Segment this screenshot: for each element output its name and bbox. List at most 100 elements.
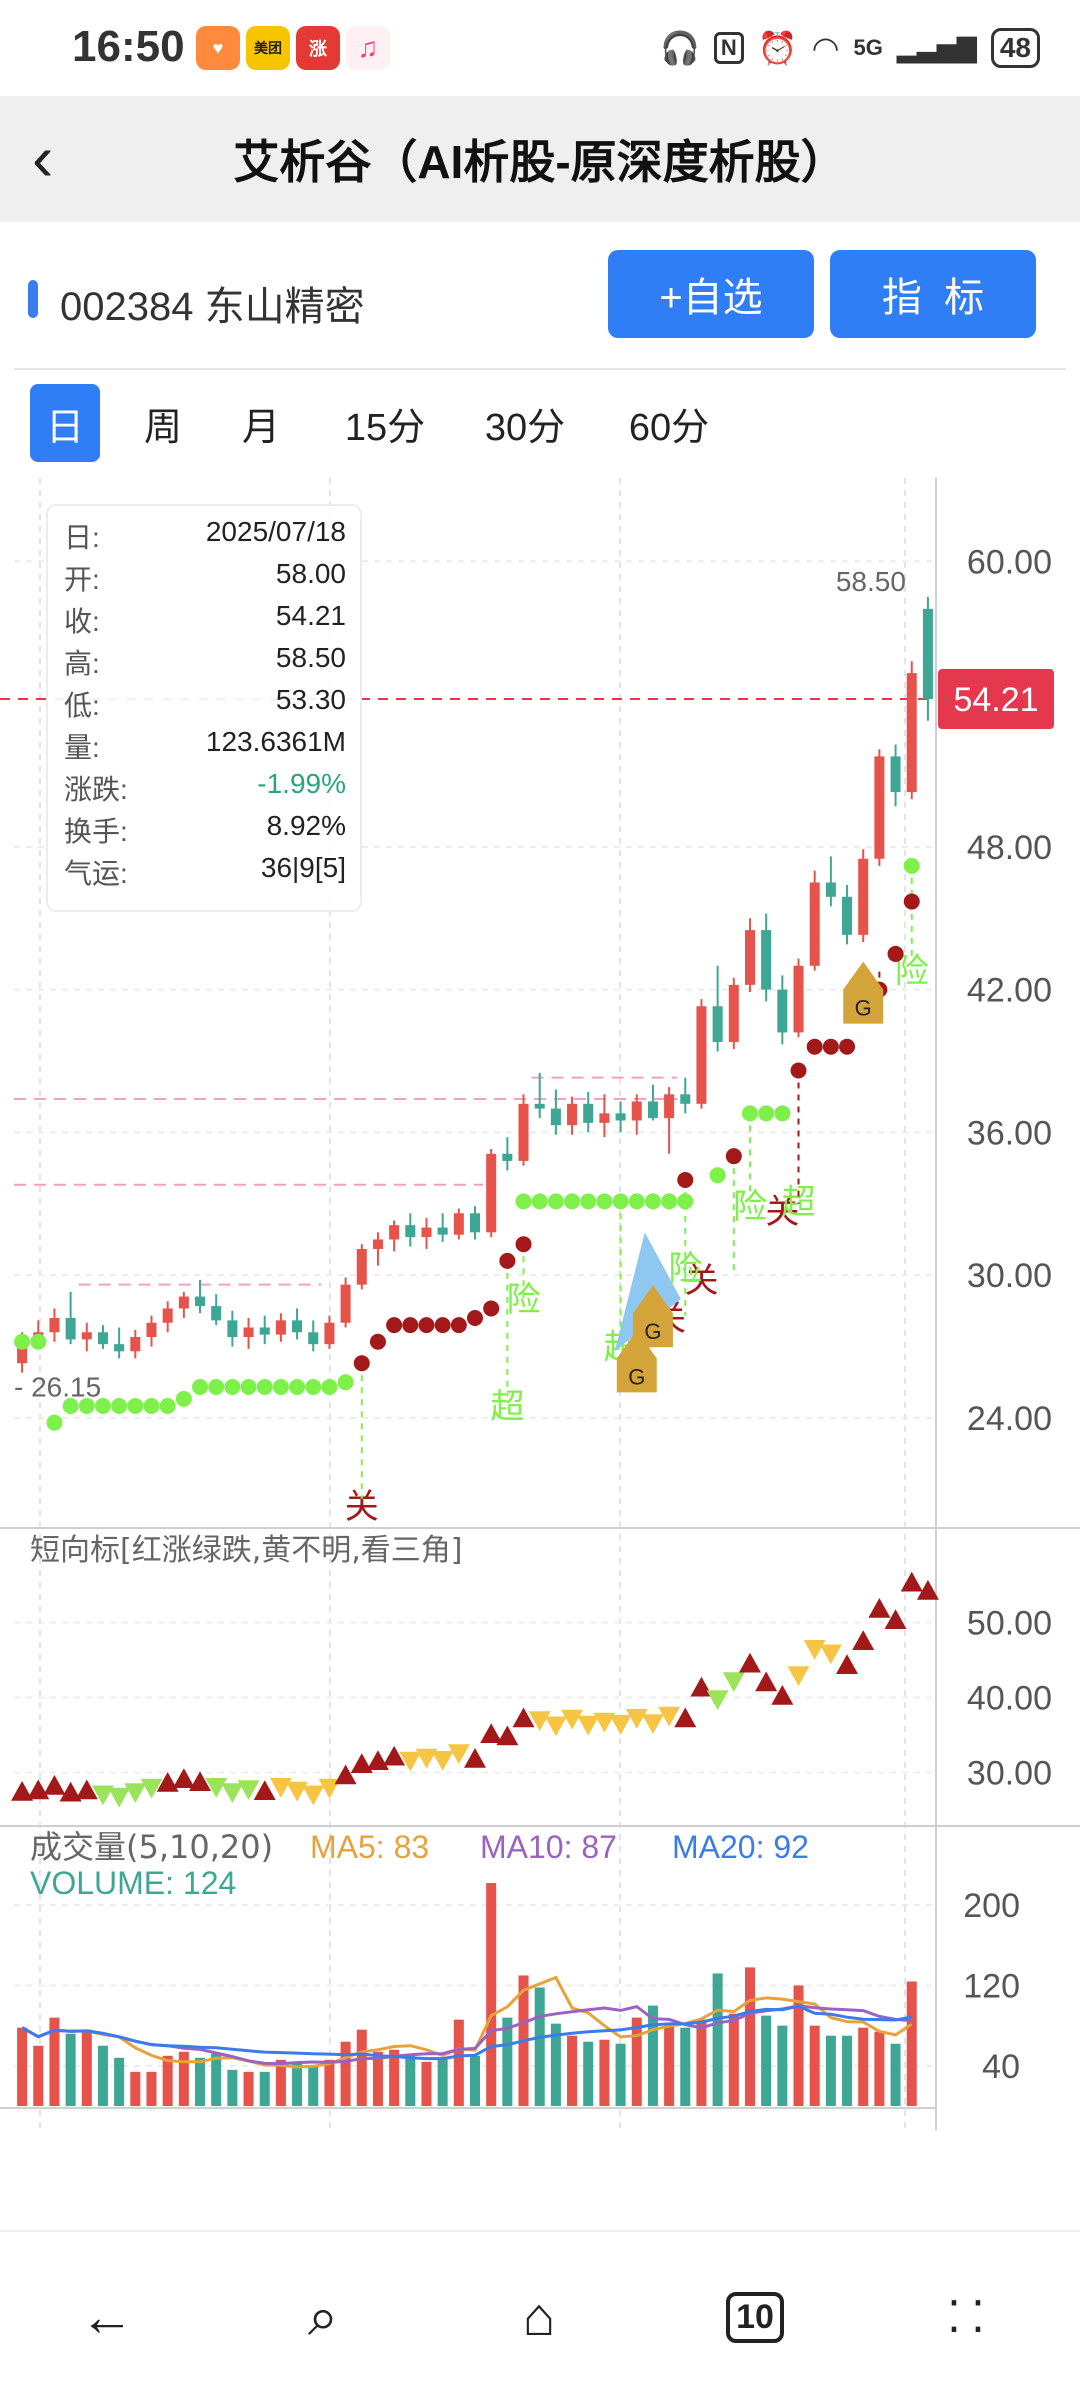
info-row: 低: 53.30	[64, 684, 346, 724]
signal-dot-green	[240, 1378, 257, 1395]
info-row: 日: 2025/07/18	[64, 516, 346, 556]
signal-dot-red	[806, 1038, 823, 1055]
signal-dot-green	[564, 1193, 581, 1210]
candle-body	[389, 1225, 400, 1240]
candle-body	[146, 1322, 157, 1338]
signal-dot-red	[450, 1317, 467, 1334]
volume-bar	[453, 2019, 464, 2106]
trend-triangle	[836, 1654, 859, 1675]
tab-15min[interactable]: 15分	[344, 406, 426, 449]
volume-bar	[17, 2027, 28, 2106]
signal-dot-green	[175, 1390, 192, 1407]
signal-dot-red	[903, 893, 920, 910]
volume-bar	[647, 2005, 658, 2106]
info-row: 换手: 8.92%	[64, 810, 346, 850]
volume-bar	[405, 2055, 416, 2106]
signal-label: 关	[345, 1487, 379, 1527]
trend-triangle	[59, 1781, 82, 1802]
status-indicators: 🎧 N ⏰ ◠ 5G ▂▃▅▇ 48	[660, 24, 1040, 72]
meituan-app-icon: 美团	[246, 26, 290, 70]
volume-bar	[825, 2035, 836, 2106]
candle-body	[437, 1227, 448, 1235]
add-watchlist-button[interactable]: +自选	[608, 250, 814, 338]
candle-body	[453, 1213, 464, 1235]
candle-body	[777, 989, 788, 1033]
ma10-label: MA10: 87	[480, 1829, 617, 1865]
signal-dot-green	[159, 1398, 176, 1415]
nav-back-button[interactable]: ←	[52, 2272, 162, 2362]
volume-bar	[292, 2061, 303, 2106]
tab-30min[interactable]: 30分	[484, 406, 566, 449]
candle-body	[922, 608, 933, 700]
trend-triangle	[561, 1709, 584, 1730]
tab-month[interactable]: 月	[241, 406, 280, 449]
candle-body	[243, 1327, 254, 1338]
trend-triangle	[11, 1781, 34, 1801]
candle-body	[583, 1103, 594, 1123]
ma20-label: MA20: 92	[672, 1829, 809, 1865]
nav-tabs-button[interactable]: 10	[700, 2272, 810, 2362]
kline-chart[interactable]: 60.00 48.00 42.00 36.00 30.00 24.00 54.21 58.50…	[0, 470, 1080, 2150]
volume-bar	[324, 2059, 335, 2106]
trend-triangle	[350, 1753, 373, 1774]
candle-body	[421, 1227, 432, 1238]
candle-body	[275, 1320, 286, 1335]
volume-bar	[259, 2071, 270, 2106]
candle-body	[534, 1103, 545, 1109]
volume-bar	[486, 1883, 497, 2106]
signal-dot-green	[661, 1193, 678, 1210]
network-type: 5G	[853, 35, 883, 60]
tab-week[interactable]: 周	[143, 406, 182, 449]
date-tick-label: 2025-06	[268, 2148, 393, 2150]
tab-60min[interactable]: 60分	[628, 406, 710, 449]
trend-triangle	[253, 1780, 276, 1801]
volume-bar	[761, 2015, 772, 2106]
info-key: 气运:	[64, 858, 128, 889]
candle-body	[17, 1337, 28, 1364]
nav-home-button[interactable]: ⌂	[484, 2272, 594, 2362]
signal-dot-green	[903, 857, 920, 874]
tab-day[interactable]: 日	[30, 384, 100, 462]
menu-dots-icon: ⁚⁚	[947, 2292, 995, 2342]
trend-triangle	[577, 1715, 600, 1736]
stock-header: 002384 东山精密 +自选 指 标	[0, 250, 1080, 350]
volume-bar	[65, 2033, 76, 2106]
signal-dot-green	[321, 1378, 338, 1395]
candle-info-panel: 日: 2025/07/18 开: 58.00 收: 54.21 高: 58.50 低: 53.30…	[46, 504, 362, 912]
trend-triangle	[690, 1676, 713, 1697]
signal-dot-green	[94, 1398, 111, 1415]
trend-triangle	[512, 1707, 535, 1728]
volume-bar	[227, 2069, 238, 2106]
signal-dot-green	[127, 1398, 144, 1415]
candle-body	[728, 984, 739, 1042]
trend-triangle	[366, 1750, 389, 1771]
back-button[interactable]: ‹	[32, 120, 92, 200]
high-price-label: 58.50	[836, 566, 906, 597]
trend-triangle	[75, 1779, 98, 1800]
trend-triangle	[496, 1725, 519, 1746]
trend-triangle	[464, 1748, 486, 1768]
candle-body	[65, 1317, 76, 1340]
info-value: -1.99%	[257, 768, 346, 799]
signal-dot-green	[515, 1193, 532, 1210]
volume-bar	[631, 2017, 642, 2106]
signal-dot-red	[386, 1317, 403, 1334]
signal-dot-green	[596, 1193, 613, 1210]
signal-dot-red	[353, 1355, 370, 1372]
volume-bar	[664, 2023, 675, 2106]
signal-dot-green	[289, 1378, 306, 1395]
low-price-label: - 26.15	[14, 1372, 101, 1403]
trend-triangle	[91, 1785, 114, 1806]
trend-triangle	[852, 1630, 875, 1651]
volume-bar	[33, 2045, 44, 2106]
candle-body	[615, 1113, 626, 1121]
signal-dot-green	[531, 1193, 548, 1210]
info-key: 量:	[64, 732, 100, 763]
indicator-button[interactable]: 指 标	[830, 250, 1036, 338]
nav-menu-button[interactable]: ⁚⁚	[916, 2272, 1026, 2362]
volume-bar	[81, 2029, 92, 2106]
candle-body	[502, 1153, 513, 1161]
candle-body	[664, 1094, 675, 1119]
trend-triangle	[722, 1672, 745, 1692]
nav-search-button[interactable]: ⌕	[268, 2272, 378, 2362]
